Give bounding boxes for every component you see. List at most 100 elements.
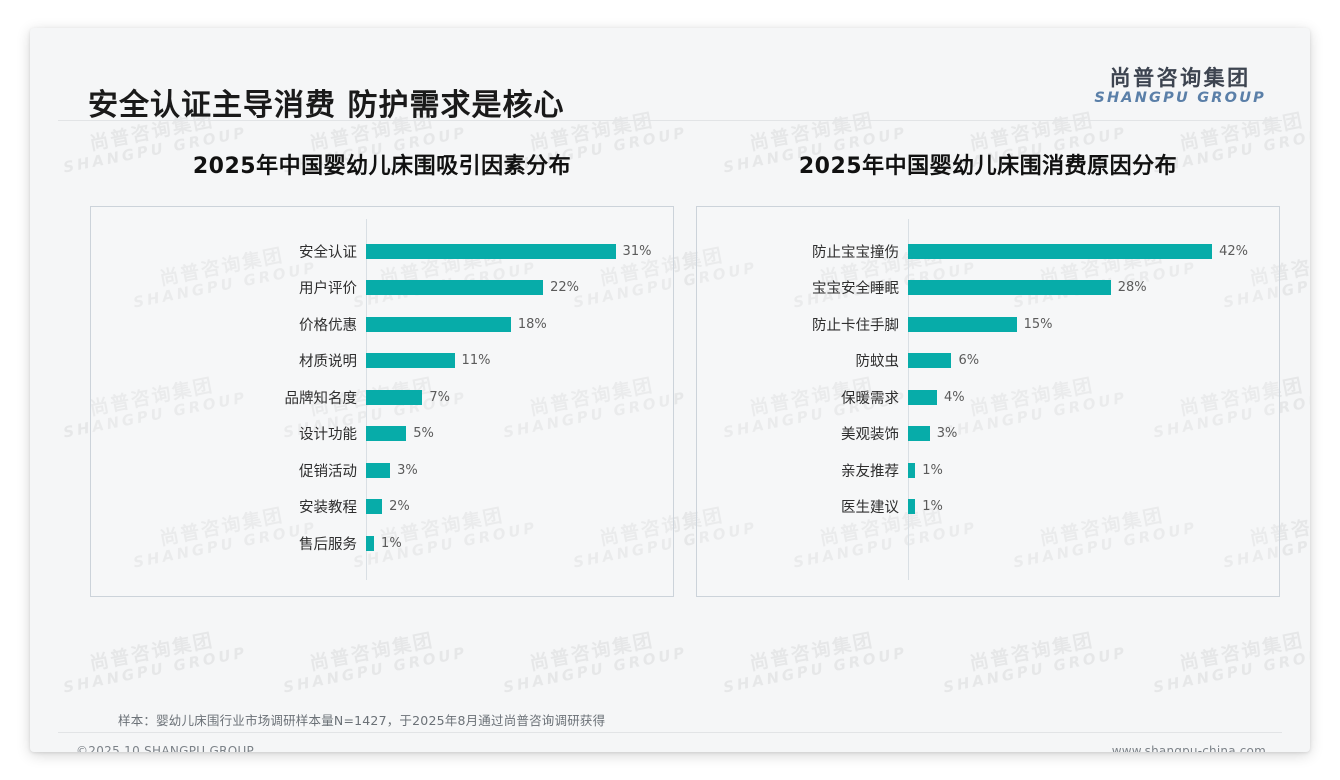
bar-value-label: 1% (922, 462, 943, 478)
footer-website: www.shangpu-china.com (1111, 744, 1266, 752)
chart-block-purchase-reasons: 2025年中国婴幼儿床围消费原因分布 防止宝宝撞伤 42% 宝宝安全睡眠 28% 防止卡… (696, 148, 1280, 597)
bar-fill (908, 316, 1017, 332)
bar-track: 31% (366, 233, 673, 270)
bar-value-label: 1% (922, 499, 943, 515)
bar-value-label: 3% (936, 426, 958, 442)
bar-value-label: 22% (550, 280, 579, 296)
bar-row: 医生建议 1% (697, 489, 1279, 526)
bar-fill (908, 389, 937, 405)
bar-row: 用户评价 22% (91, 270, 673, 307)
bar-row: 安全认证 31% (91, 233, 673, 270)
bar-fill (908, 243, 1213, 259)
bar-value-label: 15% (1023, 316, 1053, 332)
bar-fill (366, 353, 455, 369)
footer-divider (58, 732, 1282, 733)
bar-fill (366, 426, 407, 442)
bar-list-attraction-factors: 安全认证 31% 用户评价 22% 价格优惠 18% 材质说明 11% 品牌知名度 7% 设计功能 5… (91, 207, 673, 596)
bar-fill (908, 426, 930, 442)
bar-track: 1% (908, 489, 1279, 526)
bar-category-label: 防止卡住手脚 (812, 317, 899, 334)
footer-copyright: ©2025.10 SHANGPU GROUP (76, 744, 255, 752)
bar-list-purchase-reasons: 防止宝宝撞伤 42% 宝宝安全睡眠 28% 防止卡住手脚 15% 防蚊虫 6% 保暖需求 4% 美观… (697, 207, 1279, 596)
bar-category-label: 设计功能 (299, 427, 357, 444)
bar-track: 11% (366, 343, 673, 380)
bar-track: 22% (366, 270, 673, 307)
slide-footer: ©2025.10 SHANGPU GROUP www.shangpu-china… (30, 732, 1310, 752)
bar-category-label: 美观装饰 (841, 427, 899, 444)
bar-category-label: 售后服务 (299, 536, 357, 553)
bar-fill (366, 535, 375, 551)
bar-category-label: 价格优惠 (299, 317, 357, 334)
bar-value-label: 4% (943, 389, 965, 405)
slide-card: 尚普咨询集团 SHANGPU GROUP 尚普咨询集团 SHANGPU GROUP 尚普… (30, 28, 1310, 752)
bar-category-label: 防蚊虫 (855, 354, 900, 371)
logo-chinese-name: 尚普咨询集团 (1109, 66, 1251, 90)
bar-fill (908, 280, 1111, 296)
bar-track: 2% (366, 489, 673, 526)
bar-track: 15% (908, 306, 1279, 343)
bar-track: 28% (908, 270, 1279, 307)
bar-value-label: 11% (461, 353, 491, 369)
company-logo: 尚普咨询集团 SHANGPU GROUP (1094, 66, 1266, 108)
bar-category-label: 品牌知名度 (284, 390, 358, 407)
bar-fill (366, 462, 391, 478)
bar-category-label: 防止宝宝撞伤 (812, 244, 899, 261)
bar-category-label: 医生建议 (841, 500, 899, 517)
bar-row: 设计功能 5% (91, 416, 673, 453)
bar-value-label: 28% (1117, 280, 1147, 296)
bar-fill (908, 353, 952, 369)
chart-panel-attraction-factors: 安全认证 31% 用户评价 22% 价格优惠 18% 材质说明 11% 品牌知名度 7% 设计功能 5… (90, 206, 674, 597)
bar-row: 安装教程 2% (91, 489, 673, 526)
bar-track: 6% (908, 343, 1279, 380)
bar-row: 美观装饰 3% (697, 416, 1279, 453)
chart-panel-purchase-reasons: 防止宝宝撞伤 42% 宝宝安全睡眠 28% 防止卡住手脚 15% 防蚊虫 6% 保暖需求 4% 美观… (696, 206, 1280, 597)
bar-row: 促销活动 3% (91, 452, 673, 489)
bar-track: 1% (366, 525, 673, 562)
bar-row: 售后服务 1% (91, 525, 673, 562)
chart-block-attraction-factors: 2025年中国婴幼儿床围吸引因素分布 安全认证 31% 用户评价 22% 价格优惠 18%… (90, 148, 674, 597)
bar-category-label: 材质说明 (299, 354, 357, 371)
bar-row: 保暖需求 4% (697, 379, 1279, 416)
bar-row: 材质说明 11% (91, 343, 673, 380)
chart-title-purchase-reasons: 2025年中国婴幼儿床围消费原因分布 (798, 154, 1178, 179)
bar-value-label: 3% (397, 462, 418, 478)
sample-note: 样本：婴幼儿床围行业市场调研样本量N=1427，于2025年8月通过尚普咨询调研… (118, 713, 606, 728)
bar-value-label: 31% (622, 243, 652, 259)
bar-fill (908, 462, 916, 478)
bar-fill (908, 499, 916, 515)
bar-row: 防蚊虫 6% (697, 343, 1279, 380)
bar-category-label: 宝宝安全睡眠 (812, 281, 899, 298)
bar-value-label: 5% (413, 426, 434, 442)
chart-title-attraction-factors: 2025年中国婴幼儿床围吸引因素分布 (192, 154, 572, 179)
bar-track: 1% (908, 452, 1279, 489)
bar-category-label: 安全认证 (299, 244, 357, 261)
bar-fill (366, 316, 511, 332)
bar-row: 亲友推荐 1% (697, 452, 1279, 489)
bar-category-label: 促销活动 (299, 463, 357, 480)
bar-value-label: 18% (517, 316, 547, 332)
bar-track: 42% (908, 233, 1279, 270)
bar-category-label: 亲友推荐 (841, 463, 899, 480)
bar-row: 品牌知名度 7% (91, 379, 673, 416)
bar-fill (366, 389, 423, 405)
bar-fill (366, 243, 616, 259)
bar-value-label: 1% (381, 535, 402, 551)
bar-category-label: 保暖需求 (841, 390, 899, 407)
bar-row: 防止卡住手脚 15% (697, 306, 1279, 343)
bar-track: 5% (366, 416, 673, 453)
bar-track: 3% (908, 416, 1279, 453)
page-title: 安全认证主导消费 防护需求是核心 (88, 88, 565, 123)
bar-track: 3% (366, 452, 673, 489)
bar-track: 4% (908, 379, 1279, 416)
bar-category-label: 安装教程 (299, 500, 357, 517)
bar-value-label: 42% (1219, 243, 1248, 259)
header-divider (58, 120, 1282, 121)
logo-english-name: SHANGPU GROUP (1094, 90, 1266, 107)
bar-row: 防止宝宝撞伤 42% (697, 233, 1279, 270)
